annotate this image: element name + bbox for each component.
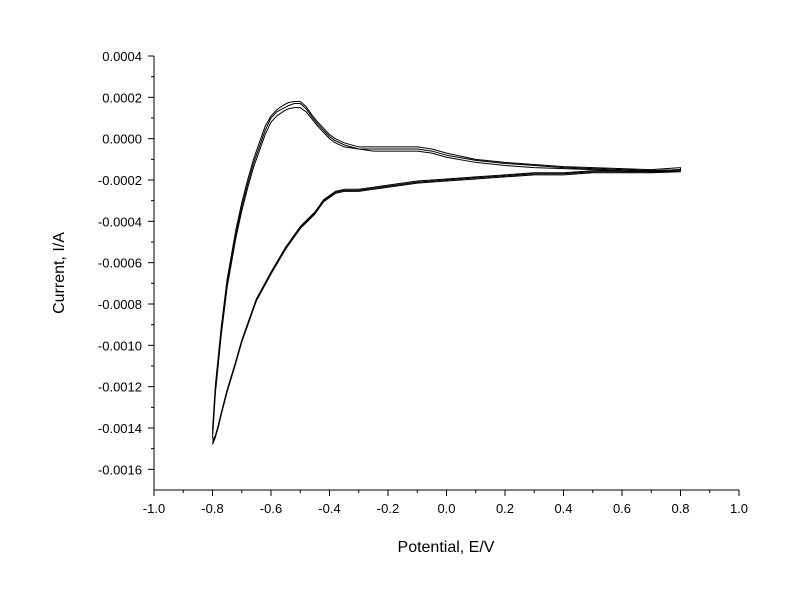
x-tick-label: 0.2 xyxy=(496,501,514,516)
plot-curves xyxy=(212,100,681,445)
cv-scan-curve xyxy=(212,103,681,443)
y-tick-label: -0.0014 xyxy=(98,421,142,436)
x-tick-label: -0.2 xyxy=(377,501,399,516)
y-axis-title: Current, I/A xyxy=(51,232,68,314)
x-tick-label: -0.6 xyxy=(260,501,282,516)
y-tick-label: 0.0002 xyxy=(102,90,142,105)
x-tick-label: 0.0 xyxy=(437,501,455,516)
x-tick-label: 0.8 xyxy=(671,501,689,516)
x-tick-label: -0.4 xyxy=(318,501,340,516)
y-tick-label: -0.0016 xyxy=(98,462,142,477)
x-tick-label: 0.6 xyxy=(613,501,631,516)
x-tick-label: 1.0 xyxy=(730,501,748,516)
y-axis-ticks: 0.0004 0.0002 0.0000 -0.0002 -0.0004 -0.0006 -… xyxy=(98,49,154,477)
y-tick-label: -0.0010 xyxy=(98,338,142,353)
y-tick-label: -0.0008 xyxy=(98,297,142,312)
x-axis-title: Potential, E/V xyxy=(398,539,495,556)
y-tick-label: -0.0004 xyxy=(98,214,142,229)
y-tick-label: 0.0000 xyxy=(102,132,142,147)
cv-scan-curve xyxy=(212,100,681,441)
y-tick-label: 0.0004 xyxy=(102,49,142,64)
x-tick-label: -1.0 xyxy=(143,501,165,516)
y-tick-label: -0.0006 xyxy=(98,256,142,271)
x-tick-label: -0.8 xyxy=(201,501,223,516)
x-axis-ticks: -1.0 -0.8 -0.6 -0.4 -0.2 0.0 0.2 0.4 0.6 0.8 1.0 xyxy=(143,490,748,516)
cv-scan-curve xyxy=(212,107,681,445)
y-tick-label: -0.0002 xyxy=(98,173,142,188)
y-tick-label: -0.0012 xyxy=(98,380,142,395)
x-tick-label: 0.4 xyxy=(554,501,572,516)
